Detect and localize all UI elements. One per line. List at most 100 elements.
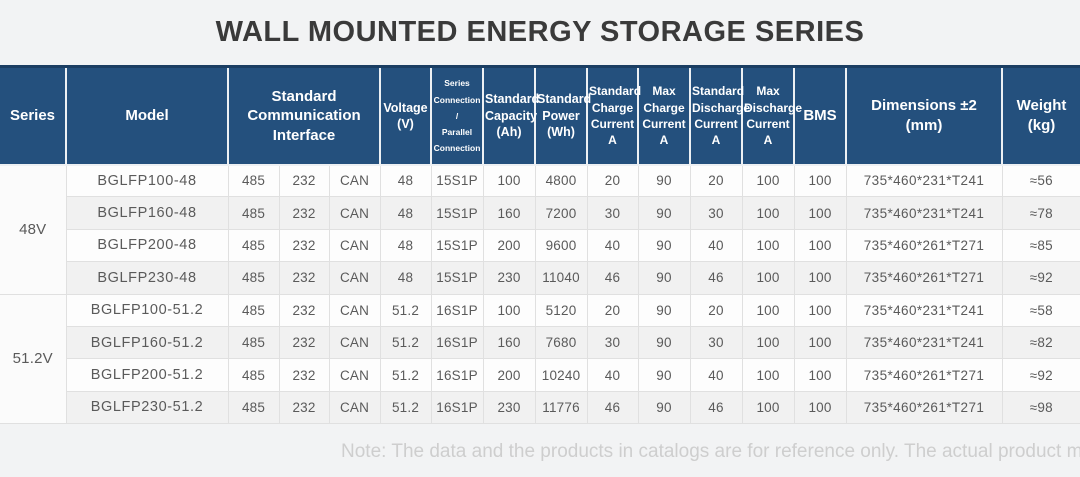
header-standard-capacity: Standard Capacity (Ah)	[482, 65, 539, 166]
cell-standard-discharge-current: 30	[690, 196, 743, 230]
cell-bms: 100	[794, 229, 847, 263]
cell-max-charge-current: 90	[638, 391, 691, 425]
cell-standard-charge-current: 30	[587, 326, 639, 360]
cell-voltage: 51.2	[380, 391, 432, 425]
cell-weight: ≈78	[1002, 196, 1080, 230]
cell-standard-charge-current: 40	[587, 358, 639, 392]
cell-max-charge-current: 90	[638, 294, 691, 327]
cell-connection: 16S1P	[431, 391, 484, 425]
cell-capacity: 160	[483, 326, 536, 360]
header-standard-power: Standard Power (Wh)	[534, 65, 591, 166]
cell-power: 11776	[535, 391, 588, 425]
cell-connection: 15S1P	[431, 261, 484, 295]
spec-table: Series Model Standard Communication Inte…	[0, 65, 1080, 425]
table-row: 48V BGLFP100-48 485 232 CAN 48 15S1P 100 …	[0, 164, 1080, 295]
cell-rs232: 232	[279, 261, 330, 295]
header-series: Series	[0, 65, 66, 166]
cell-connection: 15S1P	[431, 196, 484, 230]
cell-max-charge-current: 90	[638, 261, 691, 295]
cell-rs232: 232	[279, 294, 330, 327]
cell-model: BGLFP230-51.2	[66, 391, 229, 425]
cell-model: BGLFP230-48	[66, 261, 229, 295]
cell-can: CAN	[329, 326, 381, 360]
cell-standard-discharge-current: 40	[690, 229, 743, 263]
cell-model: BGLFP160-48	[66, 196, 229, 230]
series-group-label: 48V	[0, 164, 67, 295]
cell-power: 7680	[535, 326, 588, 360]
cell-dimensions: 735*460*231*T241	[846, 326, 1003, 360]
cell-weight: ≈98	[1002, 391, 1080, 425]
cell-rs485: 485	[228, 326, 280, 360]
cell-max-charge-current: 90	[638, 229, 691, 263]
cell-dimensions: 735*460*231*T241	[846, 294, 1003, 327]
cell-connection: 15S1P	[431, 229, 484, 263]
cell-bms: 100	[794, 326, 847, 360]
table-header: Series Model Standard Communication Inte…	[0, 65, 1080, 166]
cell-rs485: 485	[228, 391, 280, 425]
cell-max-charge-current: 90	[638, 358, 691, 392]
cell-model: BGLFP160-51.2	[66, 326, 229, 360]
cell-power: 10240	[535, 358, 588, 392]
cell-voltage: 48	[380, 164, 432, 198]
cell-capacity: 100	[483, 294, 536, 327]
cell-standard-discharge-current: 46	[690, 261, 743, 295]
cell-connection: 16S1P	[431, 358, 484, 392]
cell-dimensions: 735*460*261*T271	[846, 391, 1003, 425]
cell-bms: 100	[794, 358, 847, 392]
cell-connection: 16S1P	[431, 294, 484, 327]
cell-can: CAN	[329, 229, 381, 263]
cell-standard-discharge-current: 46	[690, 391, 743, 425]
header-voltage: Voltage (V)	[379, 65, 432, 166]
table-row: BGLFP200-51.2 485 232 CAN 51.2 16S1P 200…	[0, 358, 1080, 392]
cell-model: BGLFP200-51.2	[66, 358, 229, 392]
header-row: Series Model Standard Communication Inte…	[0, 65, 1080, 166]
cell-standard-charge-current: 30	[587, 196, 639, 230]
cell-dimensions: 735*460*231*T241	[846, 196, 1003, 230]
cell-model: BGLFP100-48	[66, 164, 229, 198]
cell-can: CAN	[329, 164, 381, 198]
header-weight: Weight (kg)	[1001, 65, 1080, 166]
header-max-discharge-current: Max Discharge Current A	[741, 65, 802, 166]
cell-weight: ≈82	[1002, 326, 1080, 360]
cell-weight: ≈58	[1002, 294, 1080, 327]
cell-capacity: 160	[483, 196, 536, 230]
cell-max-discharge-current: 100	[742, 326, 795, 360]
footer-note: Note: The data and the products in catal…	[341, 441, 1080, 462]
cell-rs485: 485	[228, 294, 280, 327]
header-dimensions: Dimensions ±2 (mm)	[845, 65, 1003, 166]
cell-rs485: 485	[228, 164, 280, 198]
cell-rs485: 485	[228, 196, 280, 230]
cell-can: CAN	[329, 261, 381, 295]
cell-can: CAN	[329, 196, 381, 230]
cell-capacity: 230	[483, 261, 536, 295]
cell-rs232: 232	[279, 391, 330, 425]
cell-power: 11040	[535, 261, 588, 295]
cell-rs232: 232	[279, 164, 330, 198]
cell-bms: 100	[794, 294, 847, 327]
cell-standard-discharge-current: 40	[690, 358, 743, 392]
cell-standard-discharge-current: 20	[690, 164, 743, 198]
cell-rs485: 485	[228, 229, 280, 263]
table-row: BGLFP160-51.2 485 232 CAN 51.2 16S1P 160…	[0, 326, 1080, 360]
cell-standard-charge-current: 46	[587, 391, 639, 425]
header-bms: BMS	[793, 65, 847, 166]
table-row: BGLFP230-51.2 485 232 CAN 51.2 16S1P 230…	[0, 391, 1080, 425]
cell-capacity: 100	[483, 164, 536, 198]
cell-bms: 100	[794, 164, 847, 198]
cell-dimensions: 735*460*261*T271	[846, 261, 1003, 295]
cell-dimensions: 735*460*261*T271	[846, 358, 1003, 392]
header-communication-interface: Standard Communication Interface	[226, 65, 381, 166]
cell-voltage: 48	[380, 196, 432, 230]
cell-weight: ≈92	[1002, 261, 1080, 295]
cell-max-discharge-current: 100	[742, 391, 795, 425]
page-title: WALL MOUNTED ENERGY STORAGE SERIES	[215, 16, 865, 48]
cell-max-discharge-current: 100	[742, 164, 795, 198]
header-standard-charge-current: Standard Charge Current A	[586, 65, 641, 166]
table-row: BGLFP200-48 485 232 CAN 48 15S1P 200 960…	[0, 229, 1080, 263]
cell-dimensions: 735*460*261*T271	[846, 229, 1003, 263]
table-row: BGLFP230-48 485 232 CAN 48 15S1P 230 110…	[0, 261, 1080, 295]
cell-standard-charge-current: 46	[587, 261, 639, 295]
cell-power: 9600	[535, 229, 588, 263]
cell-model: BGLFP100-51.2	[66, 294, 229, 327]
cell-voltage: 48	[380, 229, 432, 263]
